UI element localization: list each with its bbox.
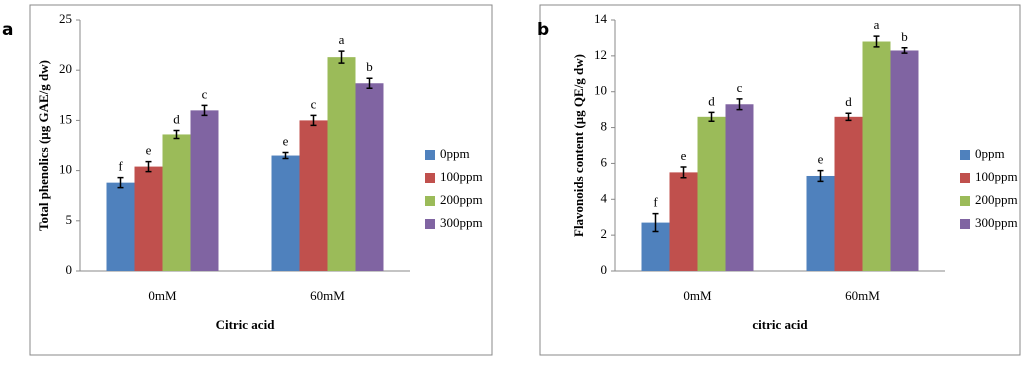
significance-letter: a: [339, 32, 345, 47]
bar: [890, 50, 919, 271]
error-bar: [282, 151, 289, 160]
y-tick-label: 10: [594, 83, 607, 98]
error-bar: [901, 47, 908, 54]
legend-swatch: [425, 150, 435, 160]
significance-letter: b: [901, 29, 908, 44]
legend-swatch: [960, 173, 970, 183]
x-tick-label: 60mM: [845, 288, 880, 303]
error-bar: [680, 166, 687, 179]
x-tick-label: 60mM: [310, 288, 345, 303]
significance-letter: d: [845, 94, 852, 109]
y-axis-title: Flavonoids content (µg QE/g dw): [571, 54, 586, 237]
bar: [355, 83, 384, 271]
y-tick-label: 4: [601, 190, 608, 205]
y-tick-label: 8: [601, 119, 608, 134]
bar: [806, 175, 835, 271]
y-tick-label: 10: [59, 162, 72, 177]
significance-letter: c: [311, 96, 317, 111]
error-bar: [708, 111, 715, 123]
error-bar: [736, 98, 743, 111]
legend-label: 200ppm: [440, 192, 483, 207]
bar: [190, 110, 219, 271]
significance-letter: f: [653, 195, 658, 210]
x-axis-title: citric acid: [752, 317, 808, 332]
y-axis-title: Total phenolics (µg GAE/g dw): [36, 60, 51, 231]
x-axis-title: Citric acid: [216, 317, 276, 332]
panel-label: b: [537, 20, 549, 40]
bar: [162, 134, 191, 271]
bar: [862, 41, 891, 272]
legend-label: 300ppm: [975, 215, 1018, 230]
legend-swatch: [425, 219, 435, 229]
legend-swatch: [425, 173, 435, 183]
error-bar: [366, 77, 373, 90]
legend-label: 100ppm: [975, 169, 1018, 184]
bar: [725, 104, 754, 271]
significance-letter: b: [366, 59, 373, 74]
y-tick-label: 20: [59, 61, 72, 76]
legend-label: 0ppm: [975, 146, 1005, 161]
significance-letter: e: [818, 152, 824, 167]
bar: [106, 182, 135, 271]
error-bar: [338, 50, 345, 64]
y-tick-label: 6: [601, 154, 608, 169]
x-tick-label: 0mM: [683, 288, 712, 303]
error-bar: [173, 129, 180, 140]
x-tick-label: 0mM: [148, 288, 177, 303]
y-tick-label: 14: [594, 11, 608, 26]
error-bar: [310, 114, 317, 127]
bar: [134, 166, 163, 271]
bar: [271, 155, 300, 271]
error-bar: [117, 176, 124, 189]
error-bar: [845, 112, 852, 122]
y-tick-label: 25: [59, 11, 72, 26]
error-bar: [817, 169, 824, 183]
bar: [299, 120, 328, 272]
error-bar: [873, 35, 880, 48]
significance-letter: d: [708, 93, 715, 108]
legend-label: 100ppm: [440, 169, 483, 184]
significance-letter: e: [681, 148, 687, 163]
legend-swatch: [960, 196, 970, 206]
y-tick-label: 12: [594, 47, 607, 62]
legend-label: 300ppm: [440, 215, 483, 230]
frame: [539, 4, 1021, 356]
significance-letter: e: [146, 143, 152, 158]
error-bar: [652, 212, 659, 233]
legend-label: 0ppm: [440, 146, 470, 161]
frame: [29, 4, 493, 356]
legend-swatch: [960, 219, 970, 229]
error-bar: [145, 160, 152, 173]
significance-letter: c: [737, 80, 743, 95]
y-tick-label: 15: [59, 111, 72, 126]
y-tick-label: 0: [601, 262, 608, 277]
bar: [669, 172, 698, 271]
legend-label: 200ppm: [975, 192, 1018, 207]
legend-swatch: [425, 196, 435, 206]
significance-letter: f: [118, 159, 123, 174]
legend-swatch: [960, 150, 970, 160]
bar: [327, 57, 356, 272]
bar: [697, 116, 726, 271]
y-tick-label: 2: [601, 226, 608, 241]
error-bar: [201, 104, 208, 117]
significance-letter: a: [874, 17, 880, 32]
significance-letter: e: [283, 134, 289, 149]
y-tick-label: 5: [66, 212, 73, 227]
significance-letter: c: [202, 86, 208, 101]
significance-letter: d: [173, 111, 180, 126]
bar: [834, 116, 863, 271]
y-tick-label: 0: [66, 262, 73, 277]
panel-label: a: [2, 20, 13, 40]
